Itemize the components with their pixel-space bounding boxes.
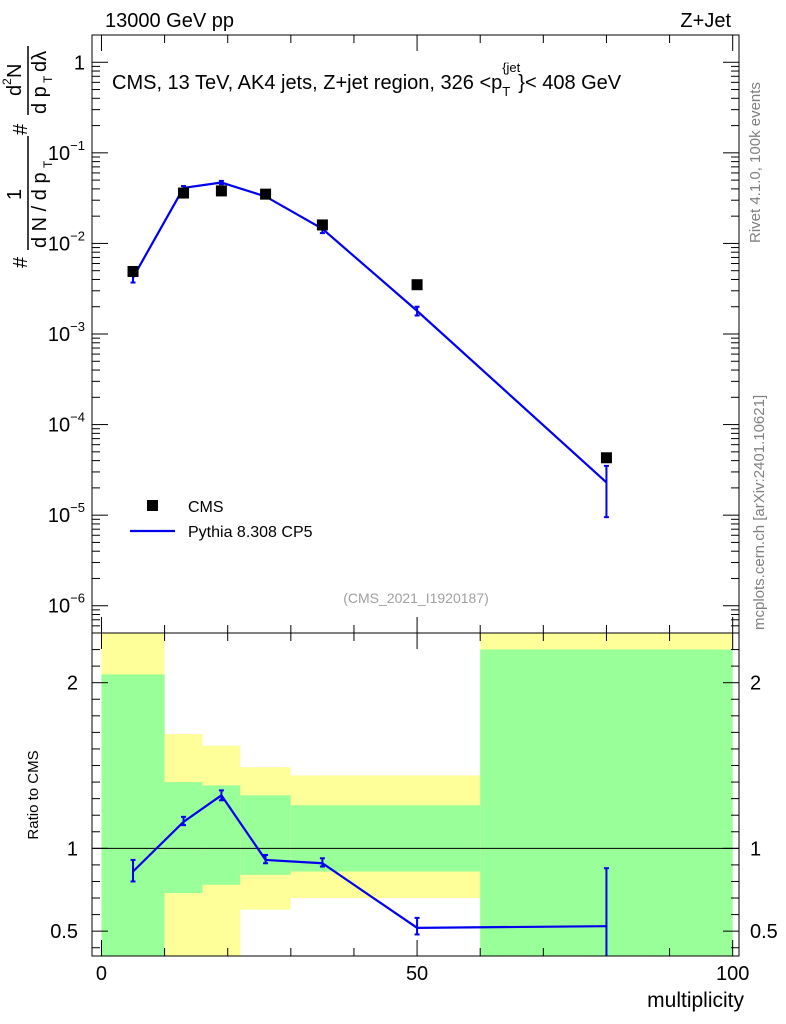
ratio-y-tick-label-left: 0.5 [50, 921, 78, 943]
y-label-d2N: d [4, 85, 26, 96]
rivet-label: Rivet 4.1.0, 100k events [747, 82, 764, 243]
cms-marker [178, 187, 190, 199]
y-tick-label: 10−3 [48, 319, 85, 346]
y-label-hash-1: # [10, 256, 32, 268]
y-label-one: 1 [4, 189, 26, 200]
ratio-y-label: Ratio to CMS [25, 750, 42, 839]
cms-marker [260, 188, 272, 200]
y-label-d2N-sup: 2 [0, 78, 14, 85]
y-label-dlambda: dλ [29, 51, 51, 72]
ratio-y-tick-label-right: 1 [750, 838, 761, 860]
ratio-plot-tick-labels: 0.5 0.5 1 1 2 2 0 50 100 [50, 673, 778, 985]
y-label-dpT-sub: T [41, 75, 55, 83]
ratio-plot-ticks [92, 632, 739, 956]
x-axis-label: multiplicity [647, 989, 744, 1012]
main-plot-x-ticks [100, 35, 734, 633]
y-label-hash-2: # [10, 123, 32, 135]
main-plot: 1 10−1 10−2 10−3 10−4 10−5 10−6 [48, 34, 740, 634]
plot-title-sub: T [502, 84, 510, 99]
ratio-bands [101, 633, 733, 956]
green-band [202, 785, 241, 885]
green-band [101, 674, 165, 956]
y-label-d2N-N: N [4, 64, 26, 78]
plot-title-sup: {jet [502, 60, 520, 75]
y-label-dN-sub: T [41, 160, 55, 168]
ratio-y-tick-label-left: 2 [67, 673, 78, 695]
legend-label-cms: CMS [188, 499, 224, 516]
green-band [164, 782, 203, 894]
header-left: 13000 GeV pp [105, 10, 234, 32]
y-label-dpT-dl: d p [29, 86, 51, 114]
ratio-plot-frame [91, 632, 740, 957]
cms-marker [127, 265, 139, 277]
x-tick-label: 50 [406, 963, 428, 985]
ratio-y-tick-label-right: 0.5 [750, 921, 778, 943]
main-plot-y-ticks [92, 34, 739, 634]
green-band [290, 805, 481, 872]
main-plot-frame [91, 34, 740, 634]
x-tick-label: 100 [716, 963, 749, 985]
y-tick-label: 10−1 [48, 138, 85, 165]
legend-marker-cms [147, 500, 158, 511]
legend: CMS Pythia 8.308 CP5 [130, 499, 313, 541]
y-tick-label: 10−2 [48, 228, 85, 255]
ratio-plot-series [130, 789, 609, 956]
cms-marker [411, 279, 423, 291]
ratio-plot: 0.5 0.5 1 1 2 2 0 50 100 [50, 632, 778, 985]
legend-label-pythia: Pythia 8.308 CP5 [188, 524, 313, 541]
cms-marker [600, 452, 612, 464]
x-tick-label: 0 [96, 963, 107, 985]
ratio-y-tick-label-left: 1 [67, 838, 78, 860]
plot-title-suffix: }< 408 GeV [518, 72, 622, 94]
header-right: Z+Jet [680, 10, 731, 32]
cms-marker [316, 219, 328, 231]
cms-marker [215, 185, 227, 197]
mcplots-label: mcplots.cern.ch [arXiv:2401.10621] [751, 395, 768, 630]
main-plot-y-label: # 1 d N / d p T # d 2 N d p T dλ [0, 46, 55, 268]
y-label-dN-dpT: d N / d p [29, 172, 51, 248]
plot-title-prefix: CMS, 13 TeV, AK4 jets, Z+jet region, 326… [112, 72, 502, 94]
main-plot-y-tick-labels: 1 10−1 10−2 10−3 10−4 10−5 10−6 [48, 52, 85, 617]
ratio-y-tick-label-right: 2 [750, 673, 761, 695]
analysis-id: (CMS_2021_I1920187) [343, 590, 489, 606]
y-tick-label: 10−5 [48, 500, 85, 527]
y-tick-label: 10−4 [48, 410, 85, 437]
pythia-line [132, 181, 608, 484]
y-tick-label: 10−6 [48, 591, 85, 618]
y-tick-label: 1 [74, 52, 85, 74]
main-plot-series [127, 179, 612, 519]
plot-title: CMS, 13 TeV, AK4 jets, Z+jet region, 326… [112, 60, 622, 99]
